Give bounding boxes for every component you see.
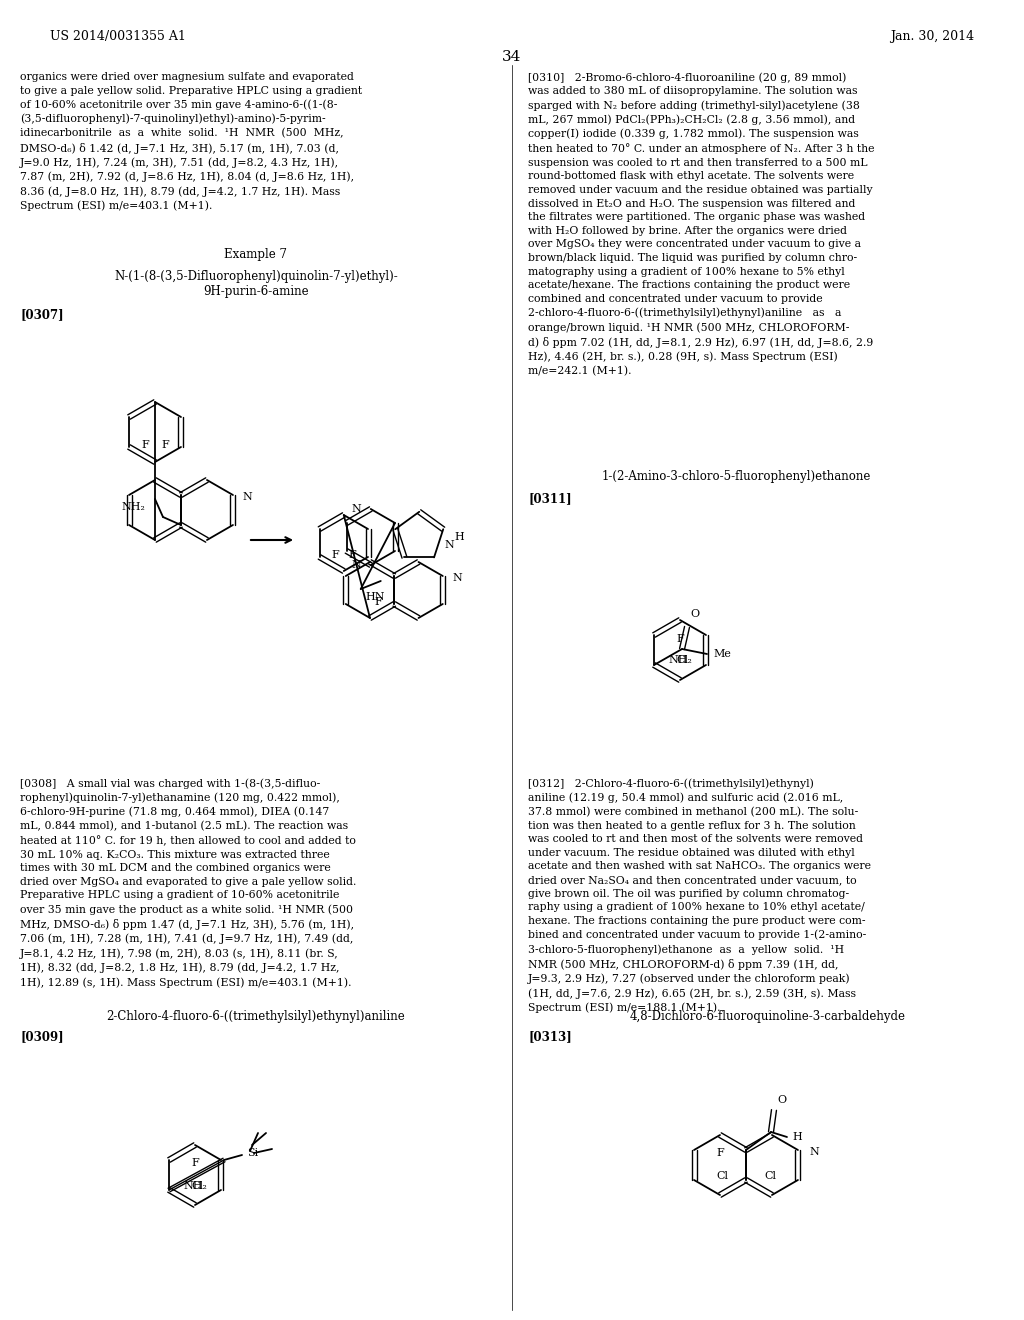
Text: F: F bbox=[161, 440, 169, 450]
Text: organics were dried over magnesium sulfate and evaporated
to give a pale yellow : organics were dried over magnesium sulfa… bbox=[20, 73, 362, 211]
Text: F: F bbox=[141, 440, 148, 450]
Text: N-(1-(8-(3,5-Difluorophenyl)quinolin-7-yl)ethyl)-: N-(1-(8-(3,5-Difluorophenyl)quinolin-7-y… bbox=[114, 271, 398, 282]
Text: F: F bbox=[332, 550, 339, 560]
Text: N: N bbox=[243, 492, 253, 502]
Text: NH₂: NH₂ bbox=[668, 655, 692, 665]
Text: Cl: Cl bbox=[676, 655, 688, 665]
Text: F: F bbox=[348, 550, 356, 560]
Text: N: N bbox=[444, 540, 454, 550]
Text: O: O bbox=[690, 609, 699, 619]
Text: 2-Chloro-4-fluoro-6-((trimethylsilyl)ethynyl)aniline: 2-Chloro-4-fluoro-6-((trimethylsilyl)eth… bbox=[106, 1010, 406, 1023]
Text: [0308]   A small vial was charged with 1-(8-(3,5-difluo-
rophenyl)quinolin-7-yl): [0308] A small vial was charged with 1-(… bbox=[20, 777, 356, 987]
Text: N: N bbox=[351, 560, 360, 570]
Text: F: F bbox=[676, 634, 684, 644]
Text: N: N bbox=[810, 1147, 819, 1158]
Text: F: F bbox=[716, 1148, 724, 1158]
Text: Si: Si bbox=[247, 1148, 258, 1158]
Text: NH₂: NH₂ bbox=[121, 502, 145, 512]
Text: F: F bbox=[191, 1158, 199, 1168]
Text: US 2014/0031355 A1: US 2014/0031355 A1 bbox=[50, 30, 186, 44]
Text: 9H-purin-6-amine: 9H-purin-6-amine bbox=[203, 285, 309, 298]
Text: [0309]: [0309] bbox=[20, 1030, 63, 1043]
Text: [0307]: [0307] bbox=[20, 308, 63, 321]
Text: Cl: Cl bbox=[716, 1171, 728, 1181]
Text: Cl: Cl bbox=[191, 1181, 203, 1191]
Text: Jan. 30, 2014: Jan. 30, 2014 bbox=[890, 30, 974, 44]
Text: [0311]: [0311] bbox=[528, 492, 571, 506]
Text: [0312]   2-Chloro-4-fluoro-6-((trimethylsilyl)ethynyl)
aniline (12.19 g, 50.4 mm: [0312] 2-Chloro-4-fluoro-6-((trimethylsi… bbox=[528, 777, 871, 1012]
Text: 4,8-Dichloro-6-fluoroquinoline-3-carbaldehyde: 4,8-Dichloro-6-fluoroquinoline-3-carbald… bbox=[630, 1010, 906, 1023]
Text: [0313]: [0313] bbox=[528, 1030, 571, 1043]
Text: 1-(2-Amino-3-chloro-5-fluorophenyl)ethanone: 1-(2-Amino-3-chloro-5-fluorophenyl)ethan… bbox=[601, 470, 870, 483]
Text: O: O bbox=[777, 1096, 786, 1105]
Text: F: F bbox=[375, 597, 382, 607]
Text: N: N bbox=[453, 573, 463, 583]
Text: 34: 34 bbox=[503, 50, 521, 63]
Text: Cl: Cl bbox=[764, 1171, 776, 1181]
Text: Example 7: Example 7 bbox=[224, 248, 288, 261]
Text: N: N bbox=[351, 504, 360, 513]
Text: NH₂: NH₂ bbox=[183, 1181, 207, 1191]
Text: H: H bbox=[454, 532, 464, 543]
Text: Me: Me bbox=[713, 649, 731, 659]
Text: [0310]   2-Bromo-6-chloro-4-fluoroaniline (20 g, 89 mmol)
was added to 380 mL of: [0310] 2-Bromo-6-chloro-4-fluoroaniline … bbox=[528, 73, 874, 376]
Text: HN: HN bbox=[366, 591, 385, 602]
Text: H: H bbox=[792, 1133, 802, 1142]
